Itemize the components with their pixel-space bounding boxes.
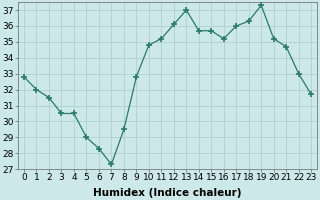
X-axis label: Humidex (Indice chaleur): Humidex (Indice chaleur) — [93, 188, 242, 198]
